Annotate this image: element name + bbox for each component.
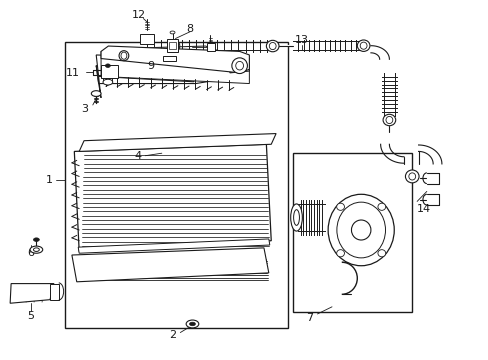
Text: 5: 5 [27,311,34,321]
Ellipse shape [189,322,195,326]
Polygon shape [101,51,249,84]
Polygon shape [137,46,220,59]
Text: 2: 2 [169,330,176,341]
Polygon shape [94,257,122,271]
Bar [101,64,118,78]
Bar [166,39,178,52]
Text: 9: 9 [147,61,154,71]
Polygon shape [96,55,215,82]
Polygon shape [101,46,249,73]
Ellipse shape [33,238,39,242]
Ellipse shape [405,170,418,183]
Polygon shape [96,60,239,84]
Polygon shape [79,134,276,152]
Ellipse shape [91,91,101,96]
Bar [64,42,287,328]
Ellipse shape [30,246,42,253]
Text: 7: 7 [306,312,313,323]
Polygon shape [72,248,268,282]
Text: 8: 8 [186,24,193,34]
Polygon shape [78,239,269,253]
Bar [140,33,154,44]
Ellipse shape [290,204,302,231]
Ellipse shape [382,114,395,126]
Polygon shape [181,257,210,271]
Ellipse shape [105,64,110,67]
Ellipse shape [231,58,247,73]
Text: 12: 12 [131,10,145,20]
Ellipse shape [266,40,279,52]
Ellipse shape [235,62,243,70]
Ellipse shape [269,42,276,50]
Ellipse shape [119,51,128,61]
Bar [292,153,411,312]
Ellipse shape [377,250,385,257]
Text: 1: 1 [45,175,52,185]
Text: 13: 13 [294,35,308,45]
Text: 4: 4 [134,151,141,161]
Text: 10: 10 [168,42,182,52]
Ellipse shape [336,250,344,257]
Text: 3: 3 [81,104,88,113]
Ellipse shape [351,220,370,240]
Ellipse shape [385,116,392,123]
Ellipse shape [336,203,344,210]
Ellipse shape [357,40,369,51]
Ellipse shape [360,42,366,49]
Bar [168,42,176,49]
Polygon shape [10,284,54,303]
Polygon shape [224,257,254,271]
Text: 6: 6 [27,248,34,258]
Ellipse shape [186,320,199,328]
Ellipse shape [121,52,126,59]
Ellipse shape [170,31,175,34]
Ellipse shape [327,194,393,266]
Polygon shape [229,59,249,73]
Bar [163,56,176,61]
Ellipse shape [293,210,299,225]
Text: 14: 14 [416,204,430,214]
Text: 11: 11 [66,68,80,78]
Bar [206,43,215,51]
Polygon shape [50,284,59,300]
Ellipse shape [33,248,39,251]
Ellipse shape [377,203,385,210]
Ellipse shape [336,202,385,258]
Polygon shape [96,66,101,98]
Ellipse shape [103,79,113,85]
Polygon shape [137,257,166,271]
Polygon shape [74,144,271,251]
Ellipse shape [408,173,415,180]
